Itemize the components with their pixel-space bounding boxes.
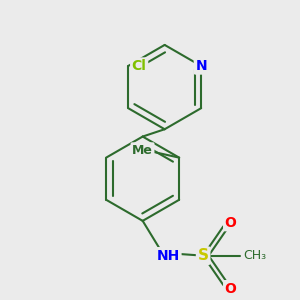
Text: NH: NH (157, 249, 180, 263)
Text: O: O (225, 216, 237, 230)
Text: N: N (195, 59, 207, 73)
Text: Me: Me (132, 144, 153, 157)
Text: O: O (225, 282, 237, 296)
Text: S: S (198, 248, 208, 263)
Text: CH₃: CH₃ (244, 249, 267, 262)
Text: Cl: Cl (132, 59, 147, 73)
